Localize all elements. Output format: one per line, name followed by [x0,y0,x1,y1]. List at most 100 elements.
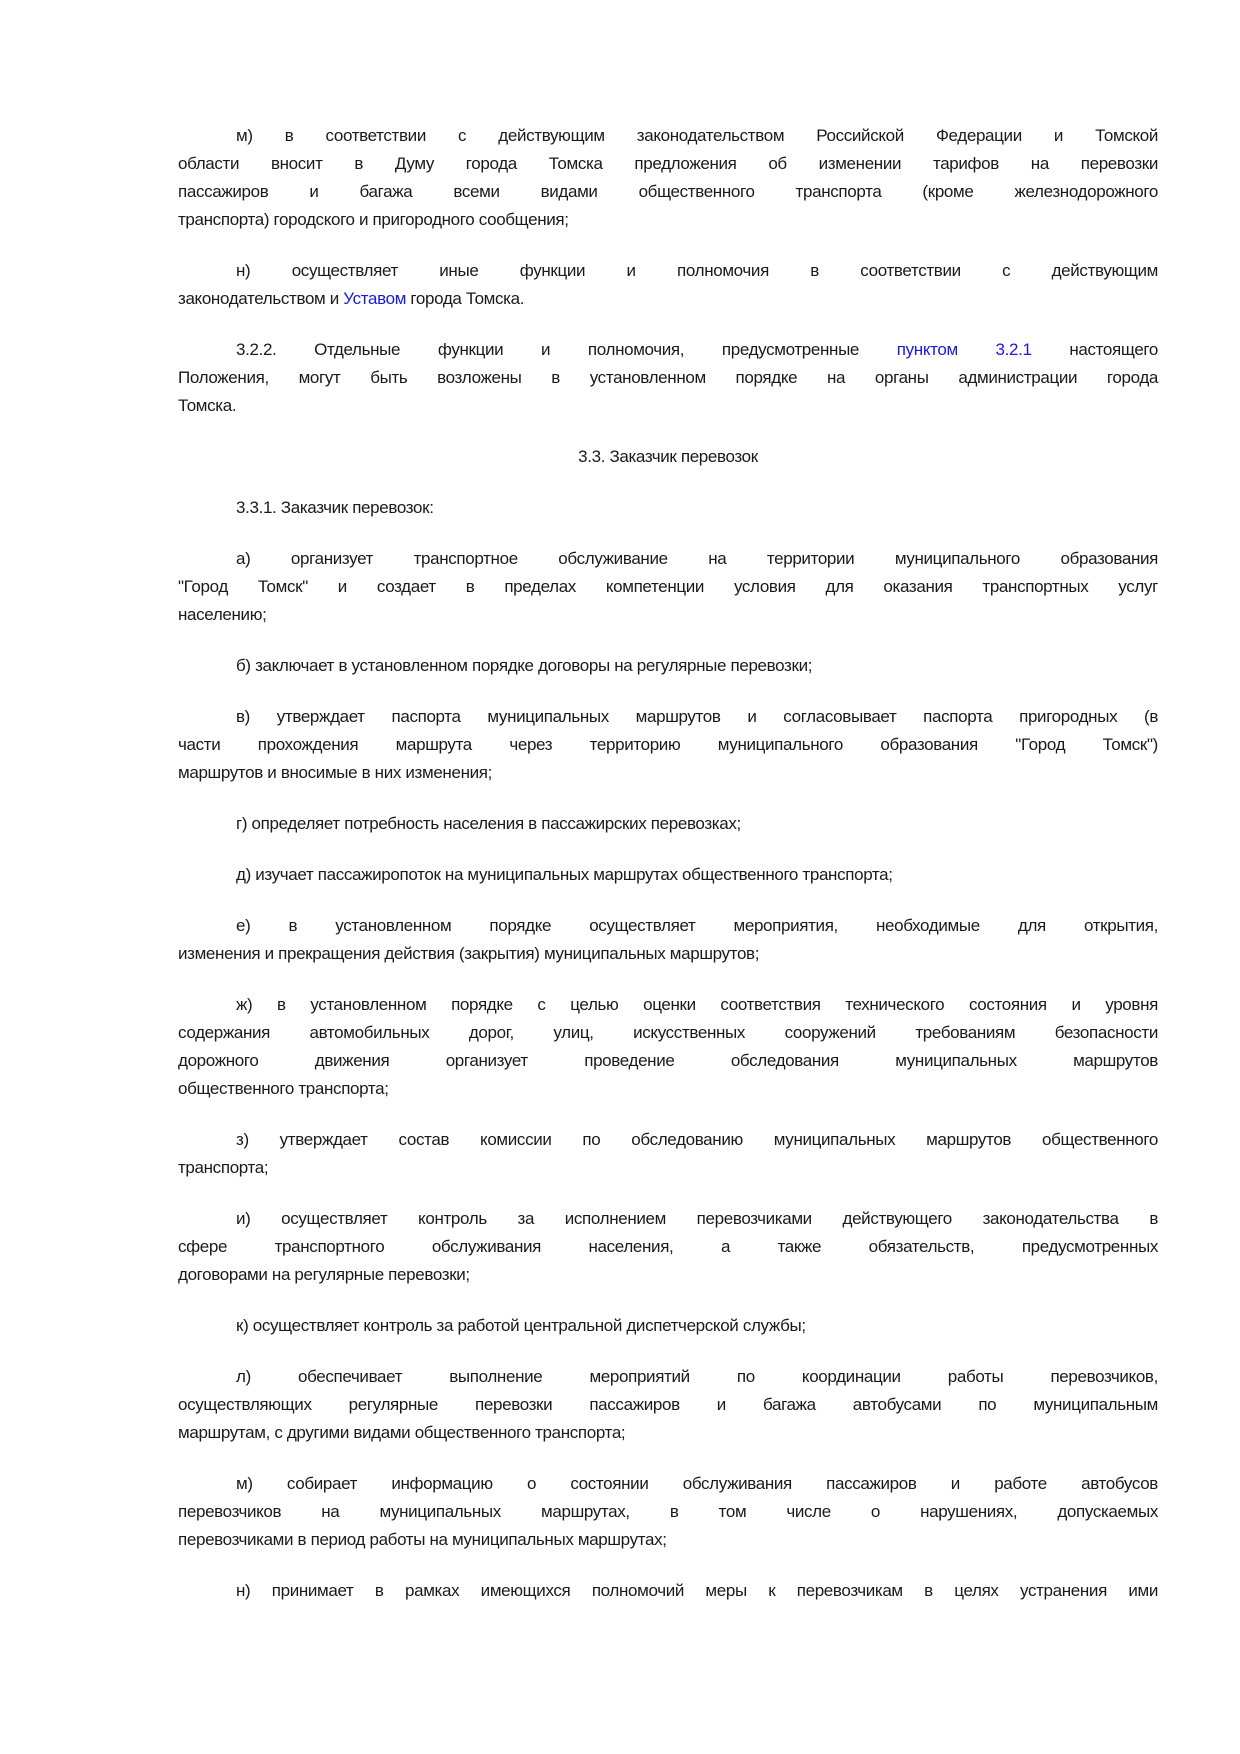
text-line: з) утверждает состав комиссии по обследо… [178,1126,1158,1154]
text-segment: 3.3.1. Заказчик перевозок: [236,498,434,517]
paragraph: м) в соответствии с действующим законода… [178,122,1158,234]
paragraph: в) утверждает паспорта муниципальных мар… [178,703,1158,787]
text-line: н) осуществляет иные функции и полномочи… [178,257,1158,285]
text-line: транспорта; [178,1154,1158,1182]
text-line: осуществляющих регулярные перевозки пасс… [178,1391,1158,1419]
text-segment: н) осуществляет иные функции и полномочи… [236,261,1158,280]
text-segment: и) осуществляет контроль за исполнением … [236,1209,1158,1228]
text-line: 3.3.1. Заказчик перевозок: [178,494,1158,522]
text-line: л) обеспечивает выполнение мероприятий п… [178,1363,1158,1391]
text-segment: л) обеспечивает выполнение мероприятий п… [236,1367,1158,1386]
text-line: изменения и прекращения действия (закрыт… [178,940,1158,968]
text-segment: е) в установленном порядке осуществляет … [236,916,1158,935]
paragraph: г) определяет потребность населения в па… [178,810,1158,838]
text-segment: Положения, могут быть возложены в устано… [178,368,1158,387]
text-line: д) изучает пассажиропоток на муниципальн… [178,861,1158,889]
text-segment: Томска. [178,396,237,415]
text-line: законодательством и Уставом города Томск… [178,285,1158,313]
text-segment: ж) в установленном порядке с целью оценк… [236,995,1158,1014]
text-line: м) собирает информацию о состоянии обслу… [178,1470,1158,1498]
text-line: г) определяет потребность населения в па… [178,810,1158,838]
text-line: 3.3. Заказчик перевозок [178,443,1158,471]
text-line: части прохождения маршрута через террито… [178,731,1158,759]
paragraph: н) осуществляет иные функции и полномочи… [178,257,1158,313]
text-line: перевозчиками в период работы на муницип… [178,1526,1158,1554]
paragraph: к) осуществляет контроль за работой цент… [178,1312,1158,1340]
text-segment: части прохождения маршрута через террито… [178,735,1158,754]
text-line: содержания автомобильных дорог, улиц, ис… [178,1019,1158,1047]
text-segment: транспорта; [178,1158,269,1177]
text-line: Томска. [178,392,1158,420]
text-segment: города Томска. [406,289,525,308]
paragraph: б) заключает в установленном порядке дог… [178,652,1158,680]
text-segment: осуществляющих регулярные перевозки пасс… [178,1395,1158,1414]
paragraph: н) принимает в рамках имеющихся полномоч… [178,1577,1158,1605]
paragraph: а) организует транспортное обслуживание … [178,545,1158,629]
text-line: транспорта) городского и пригородного со… [178,206,1158,234]
paragraph: 3.3.1. Заказчик перевозок: [178,494,1158,522]
text-line: области вносит в Думу города Томска пред… [178,150,1158,178]
text-segment: содержания автомобильных дорог, улиц, ис… [178,1023,1158,1042]
text-segment: дорожного движения организует проведение… [178,1051,1158,1070]
text-segment: изменения и прекращения действия (закрыт… [178,944,760,963]
text-line: 3.2.2. Отдельные функции и полномочия, п… [178,336,1158,364]
text-segment: законодательством и [178,289,344,308]
text-segment: з) утверждает состав комиссии по обследо… [236,1130,1158,1149]
text-segment: маршрутов и вносимые в них изменения; [178,763,492,782]
text-line: пассажиров и багажа всеми видами обществ… [178,178,1158,206]
text-segment: транспорта) городского и пригородного со… [178,210,569,229]
text-line: Положения, могут быть возложены в устано… [178,364,1158,392]
text-segment: перевозчиков на муниципальных маршрутах,… [178,1502,1158,1521]
text-segment: 3.2.2. Отдельные функции и полномочия, п… [236,340,897,359]
section-heading: 3.3. Заказчик перевозок [178,443,1158,471]
text-line: населению; [178,601,1158,629]
text-line: в) утверждает паспорта муниципальных мар… [178,703,1158,731]
text-segment: сфере транспортного обслуживания населен… [178,1237,1158,1256]
text-segment: к) осуществляет контроль за работой цент… [236,1316,806,1335]
text-line: ж) в установленном порядке с целью оценк… [178,991,1158,1019]
text-segment: пассажиров и багажа всеми видами обществ… [178,182,1158,201]
document-page: м) в соответствии с действующим законода… [178,122,1158,1628]
text-line: а) организует транспортное обслуживание … [178,545,1158,573]
text-line: дорожного движения организует проведение… [178,1047,1158,1075]
text-line: е) в установленном порядке осуществляет … [178,912,1158,940]
text-line: перевозчиков на муниципальных маршрутах,… [178,1498,1158,1526]
text-line: маршрутам, с другими видами общественног… [178,1419,1158,1447]
text-line: маршрутов и вносимые в них изменения; [178,759,1158,787]
text-segment: перевозчиками в период работы на муницип… [178,1530,667,1549]
text-line: н) принимает в рамках имеющихся полномоч… [178,1577,1158,1605]
text-segment: области вносит в Думу города Томска пред… [178,154,1158,173]
text-line: и) осуществляет контроль за исполнением … [178,1205,1158,1233]
text-segment: населению; [178,605,267,624]
paragraph: л) обеспечивает выполнение мероприятий п… [178,1363,1158,1447]
text-segment: г) определяет потребность населения в па… [236,814,741,833]
text-line: "Город Томск" и создает в пределах компе… [178,573,1158,601]
text-line: сфере транспортного обслуживания населен… [178,1233,1158,1261]
text-segment: м) в соответствии с действующим законода… [236,126,1158,145]
text-segment: д) изучает пассажиропоток на муниципальн… [236,865,893,884]
text-line: м) в соответствии с действующим законода… [178,122,1158,150]
text-segment: маршрутам, с другими видами общественног… [178,1423,626,1442]
paragraph: 3.2.2. Отдельные функции и полномочия, п… [178,336,1158,420]
text-line: б) заключает в установленном порядке дог… [178,652,1158,680]
paragraph: и) осуществляет контроль за исполнением … [178,1205,1158,1289]
document-link[interactable]: пунктом 3.2.1 [896,340,1032,359]
paragraph: м) собирает информацию о состоянии обслу… [178,1470,1158,1554]
paragraph: е) в установленном порядке осуществляет … [178,912,1158,968]
paragraph: з) утверждает состав комиссии по обследо… [178,1126,1158,1182]
text-segment: настоящего [1031,340,1159,359]
text-line: общественного транспорта; [178,1075,1158,1103]
text-segment: общественного транспорта; [178,1079,389,1098]
paragraph: ж) в установленном порядке с целью оценк… [178,991,1158,1103]
text-segment: н) принимает в рамках имеющихся полномоч… [236,1581,1158,1600]
document-link[interactable]: Уставом [343,289,407,308]
text-segment: а) организует транспортное обслуживание … [236,549,1158,568]
paragraph: д) изучает пассажиропоток на муниципальн… [178,861,1158,889]
text-segment: б) заключает в установленном порядке дог… [236,656,813,675]
text-segment: договорами на регулярные перевозки; [178,1265,470,1284]
text-segment: 3.3. Заказчик перевозок [578,447,758,466]
text-segment: м) собирает информацию о состоянии обслу… [236,1474,1158,1493]
text-segment: в) утверждает паспорта муниципальных мар… [236,707,1158,726]
text-line: к) осуществляет контроль за работой цент… [178,1312,1158,1340]
text-line: договорами на регулярные перевозки; [178,1261,1158,1289]
